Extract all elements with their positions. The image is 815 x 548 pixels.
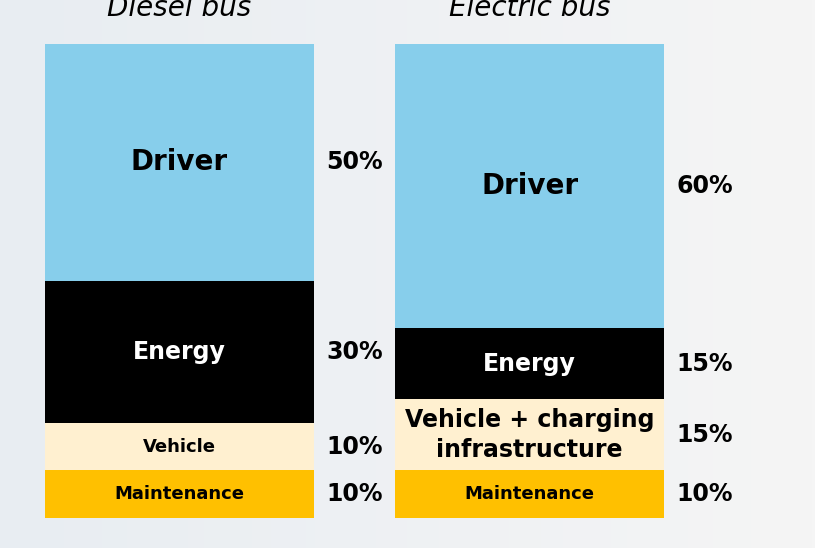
Text: 15%: 15% [676, 352, 733, 376]
Text: Electric bus: Electric bus [449, 0, 610, 22]
Text: Maintenance: Maintenance [114, 485, 244, 503]
Text: Energy: Energy [483, 352, 576, 376]
Text: Vehicle + charging
infrastructure: Vehicle + charging infrastructure [405, 408, 654, 462]
Bar [395, 470, 664, 518]
Text: Vehicle: Vehicle [143, 438, 216, 456]
Bar [45, 470, 314, 518]
Text: 30%: 30% [326, 340, 382, 364]
Text: 15%: 15% [676, 423, 733, 447]
Text: Driver: Driver [130, 149, 228, 176]
Bar [395, 328, 664, 399]
Bar [45, 44, 314, 281]
Text: Energy: Energy [133, 340, 226, 364]
Text: 60%: 60% [676, 174, 733, 198]
Text: 10%: 10% [326, 482, 382, 506]
Bar [45, 281, 314, 423]
Text: Driver: Driver [481, 172, 579, 200]
Text: Maintenance: Maintenance [465, 485, 595, 503]
Text: 10%: 10% [326, 435, 382, 459]
Bar [395, 44, 664, 328]
Bar [45, 423, 314, 470]
Bar [395, 399, 664, 470]
Text: 50%: 50% [326, 150, 382, 174]
Text: 10%: 10% [676, 482, 733, 506]
Text: Diesel bus: Diesel bus [108, 0, 251, 22]
